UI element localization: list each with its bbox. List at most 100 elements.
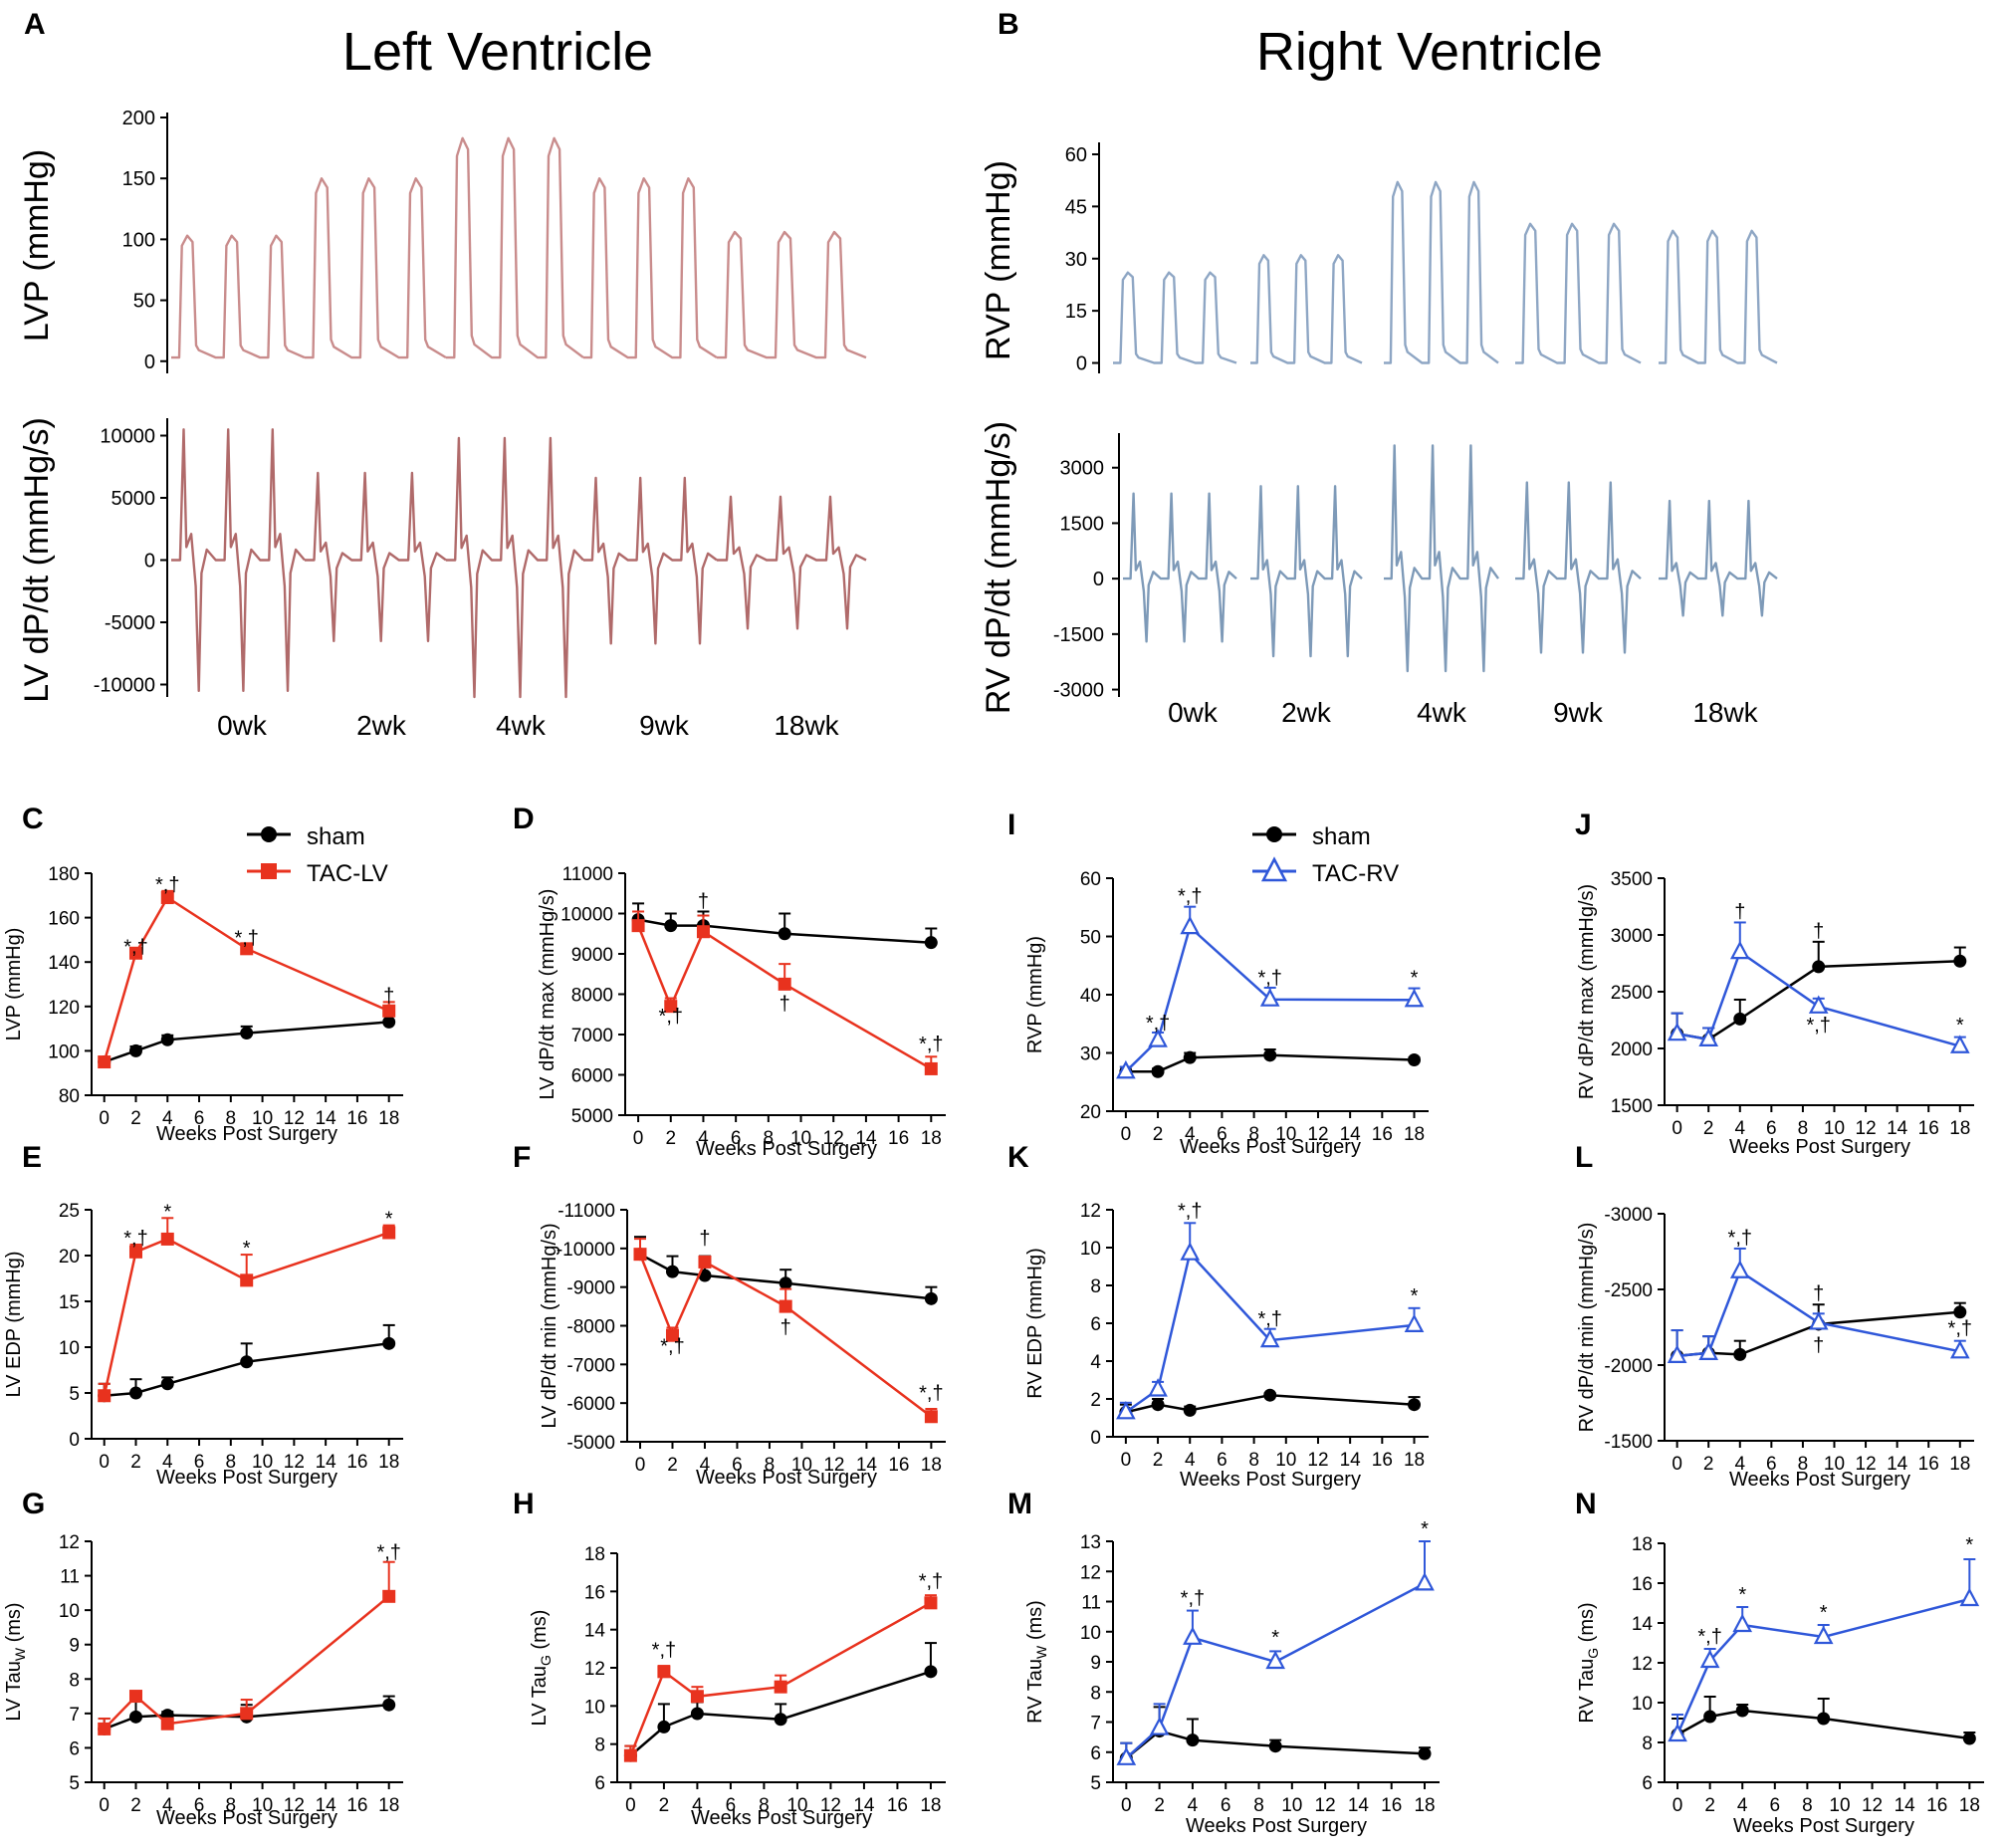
y-tick-label-h-5: 16 <box>584 1582 605 1603</box>
data-point-h-tac-lv-0 <box>623 1748 637 1762</box>
x-tick-label-e-7: 14 <box>316 1452 337 1473</box>
panel-title-right-ventricle: Right Ventricle <box>1256 22 1603 82</box>
y-axis-label-i: RVP (mmHg) <box>1024 936 1046 1053</box>
y-tick-label-d-0: 5000 <box>571 1106 613 1127</box>
y-tick-label-m-1: 6 <box>1090 1743 1101 1764</box>
significance-mark-l-1: † <box>1813 1283 1824 1305</box>
significance-mark-k-2: * <box>1411 1285 1419 1307</box>
x-tick-label-h-6: 12 <box>820 1795 841 1816</box>
y-tick-label-m-6: 11 <box>1081 1593 1101 1614</box>
x-tick-label-k-5: 10 <box>1275 1450 1296 1471</box>
x-tick-label-i-6: 12 <box>1307 1124 1328 1145</box>
x-tick-label-e-0: 0 <box>99 1452 110 1473</box>
y-tick-label-i-1: 30 <box>1080 1044 1101 1065</box>
data-point-m-tac-rv-0 <box>1116 1746 1137 1765</box>
trace-xlabel-left-2wk: 2wk <box>356 710 407 741</box>
data-point-l-tac-rv-4 <box>1949 1339 1970 1359</box>
panel-letter-m: M <box>1007 1488 1032 1520</box>
data-point-i-tac-rv-4 <box>1404 988 1425 1008</box>
trace-waveform-lvdp-9wk <box>583 476 718 645</box>
trace-waveform-rvdp-18wk <box>1659 499 1778 617</box>
trace-waveform-lvp-4wk <box>446 136 584 359</box>
x-tick-label-d-1: 2 <box>665 1128 676 1149</box>
trace-tick-label-lvdp-4: 10000 <box>100 426 155 448</box>
data-point-n-sham-3 <box>1817 1712 1831 1726</box>
data-point-j-tac-rv-3 <box>1808 995 1829 1014</box>
x-tick-label-l-1: 2 <box>1703 1454 1714 1475</box>
x-axis-label-h: Weeks Post Surgery <box>691 1807 872 1829</box>
significance-mark-d-2: † <box>780 994 790 1016</box>
trace-waveform-rvp-0wk <box>1113 271 1237 364</box>
legend-sham-label: sham <box>307 823 365 850</box>
x-tick-label-c-5: 10 <box>252 1108 273 1129</box>
data-point-d-sham-3 <box>778 927 791 941</box>
x-tick-label-j-2: 4 <box>1734 1118 1745 1139</box>
data-point-c-tac-lv-0 <box>98 1055 112 1069</box>
data-point-c-sham-1 <box>128 1043 142 1057</box>
x-tick-label-e-9: 18 <box>378 1452 399 1473</box>
data-point-i-sham-1 <box>1151 1064 1165 1078</box>
significance-mark-e-3: * <box>385 1209 393 1231</box>
x-tick-label-g-7: 14 <box>316 1795 337 1816</box>
y-tick-label-i-2: 40 <box>1080 986 1101 1007</box>
chart-panel-l: L -1500 -2000 -2500 -3000 0 2 4 6 8 10 12 14 16 18 Week… <box>1575 1141 1974 1491</box>
x-tick-label-c-2: 4 <box>162 1108 173 1129</box>
x-tick-label-j-9: 18 <box>1949 1118 1970 1139</box>
x-tick-label-e-3: 6 <box>194 1452 205 1473</box>
legend-tac-rv-marker <box>1260 856 1288 882</box>
y-tick-label-h-6: 18 <box>584 1544 605 1565</box>
data-point-n-tac-rv-2 <box>1732 1613 1753 1633</box>
x-tick-label-n-5: 10 <box>1829 1795 1850 1816</box>
data-point-m-tac-rv-4 <box>1415 1572 1435 1591</box>
trace-waveform-lvp-18wk <box>717 230 867 359</box>
significance-mark-f-2: † <box>781 1316 791 1338</box>
y-tick-label-m-5: 10 <box>1080 1623 1101 1644</box>
trace-tick-label-lvp-3: 150 <box>122 168 155 190</box>
significance-mark-i-3: * <box>1411 967 1419 989</box>
trace-tick-label-rvp-1: 15 <box>1065 301 1087 323</box>
x-tick-label-k-7: 14 <box>1340 1450 1362 1471</box>
trace-xlabel-right-4wk: 4wk <box>1417 697 1467 728</box>
x-tick-label-h-8: 16 <box>887 1795 908 1816</box>
significance-mark-g-0: *,† <box>376 1541 400 1563</box>
trace-tick-label-lvdp-0: -10000 <box>94 675 155 697</box>
x-tick-label-l-5: 10 <box>1824 1454 1845 1475</box>
y-tick-label-n-6: 18 <box>1632 1534 1653 1555</box>
x-tick-label-j-8: 16 <box>1918 1118 1939 1139</box>
panel-letter-h: H <box>513 1488 535 1520</box>
x-tick-label-m-2: 4 <box>1188 1795 1199 1816</box>
y-tick-label-f-2: -7000 <box>566 1355 615 1376</box>
trace-xlabel-right-18wk: 18wk <box>1692 697 1758 728</box>
y-tick-label-m-8: 13 <box>1080 1532 1101 1553</box>
chart-panel-j: J 1500 2000 2500 3000 3500 0 2 4 6 8 10 12 14 16 18 Week… <box>1575 808 1974 1158</box>
data-point-e-sham-3 <box>240 1355 254 1369</box>
x-axis-label-m: Weeks Post Surgery <box>1186 1815 1367 1837</box>
data-point-j-tac-rv-1 <box>1698 1028 1719 1046</box>
y-tick-label-k-6: 12 <box>1080 1201 1101 1222</box>
trace-xlabel-right-2wk: 2wk <box>1281 697 1332 728</box>
x-tick-label-c-6: 12 <box>284 1108 305 1129</box>
data-point-h-tac-lv-4 <box>924 1596 938 1610</box>
y-axis-label-l: RV dP/dt min (mmHg/s) <box>1576 1223 1598 1433</box>
x-tick-label-c-3: 6 <box>194 1108 205 1129</box>
y-tick-label-k-5: 10 <box>1080 1239 1101 1260</box>
x-axis-label-j: Weeks Post Surgery <box>1729 1136 1910 1158</box>
data-point-g-tac-lv-3 <box>240 1707 254 1721</box>
y-tick-label-f-0: -5000 <box>566 1433 615 1454</box>
x-tick-label-h-7: 14 <box>853 1795 875 1816</box>
x-tick-label-k-4: 8 <box>1248 1450 1259 1471</box>
significance-mark-h-0: *,† <box>652 1640 676 1662</box>
x-tick-label-k-6: 12 <box>1307 1450 1328 1471</box>
x-tick-label-m-5: 10 <box>1281 1795 1302 1816</box>
y-tick-label-g-1: 6 <box>69 1738 80 1759</box>
y-tick-label-d-3: 8000 <box>571 986 613 1007</box>
data-point-m-tac-rv-2 <box>1183 1626 1203 1645</box>
trace-tick-label-rvdp-4: 3000 <box>1060 458 1105 480</box>
x-tick-label-n-6: 12 <box>1862 1795 1883 1816</box>
significance-mark-h-1: *,† <box>919 1571 943 1593</box>
data-point-h-tac-lv-2 <box>690 1690 704 1704</box>
x-tick-label-n-9: 18 <box>1959 1795 1980 1816</box>
y-tick-label-c-3: 140 <box>48 953 80 974</box>
y-axis-label-e: LV EDP (mmHg) <box>3 1251 25 1397</box>
